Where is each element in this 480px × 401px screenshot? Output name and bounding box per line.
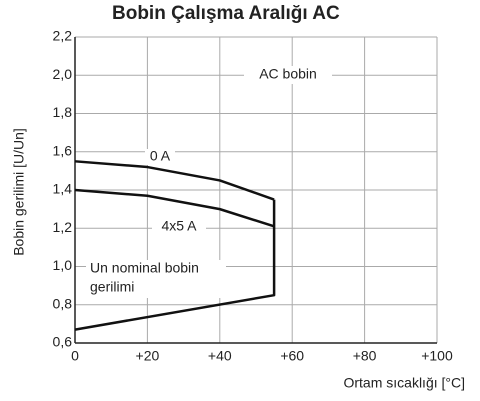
x-tick-label: +20 — [136, 348, 160, 364]
y-tick-label: 1,8 — [53, 104, 73, 120]
series-line — [74, 188, 275, 228]
y-tick-label: 1,0 — [53, 257, 73, 273]
y-axis-label: Bobin gerilimi [U/Un] — [11, 128, 27, 256]
plot-area: 0,6 0,8 1,0 1,2 1,4 1,6 1,8 2,0 2,2 0 +20 +40 +60 +80… — [53, 28, 453, 364]
annotation: Un nominal bobin — [90, 260, 199, 276]
label-bg — [86, 260, 226, 298]
x-tick-label: +80 — [353, 348, 377, 364]
x-tick-label: +60 — [280, 348, 304, 364]
y-tick-label: 0,6 — [53, 334, 73, 350]
series-line — [74, 160, 275, 201]
labels: AC bobin 0 A 4x5 A Un nominal bobin geri… — [86, 66, 332, 298]
x-tick-label: +100 — [421, 348, 453, 364]
chart-title: Bobin Çalışma Aralığı AC — [112, 3, 340, 24]
label-bg — [244, 66, 332, 84]
x-tick-label: +40 — [208, 348, 232, 364]
series-label: 0 A — [150, 148, 171, 164]
y-tick-label: 1,6 — [53, 142, 73, 158]
x-axis-label: Ortam sıcaklığı [°C] — [343, 375, 465, 391]
series-label: 4x5 A — [161, 218, 197, 234]
y-tick-label: 2,2 — [53, 28, 73, 44]
annotation: AC bobin — [259, 66, 317, 82]
label-bg — [152, 219, 206, 235]
series-line — [74, 199, 276, 331]
y-tick-label: 0,8 — [53, 295, 73, 311]
y-tick-label: 1,4 — [53, 181, 73, 197]
y-tick-label: 1,2 — [53, 219, 73, 235]
label-bg — [145, 149, 175, 165]
annotation: gerilimi — [90, 279, 134, 295]
x-tick-label: 0 — [71, 348, 79, 364]
y-tick-label: 2,0 — [53, 66, 73, 82]
